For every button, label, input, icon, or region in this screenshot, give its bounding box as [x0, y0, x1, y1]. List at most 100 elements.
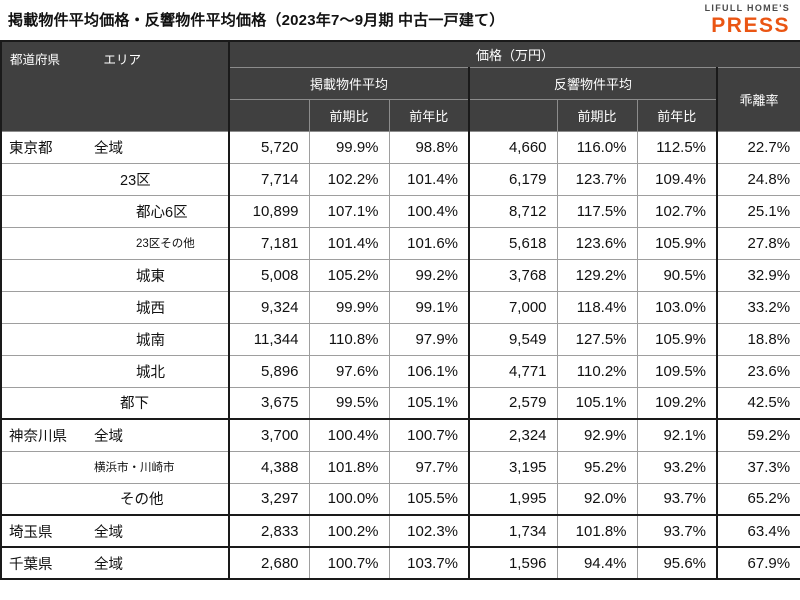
- cell-listing-avg: 3,700: [228, 418, 310, 452]
- cell-listing-yoy: 97.9%: [388, 322, 470, 356]
- header-inquiry-yoy: 前年比: [636, 98, 718, 132]
- table-row: 城西 9,324 99.9% 99.1% 7,000 118.4% 103.0%…: [0, 290, 800, 324]
- cell-listing-avg: 7,181: [228, 226, 310, 260]
- table-row: 横浜市・川崎市 4,388 101.8% 97.7% 3,195 95.2% 9…: [0, 450, 800, 484]
- logo-brand-text: LIFULL HOME'S: [704, 3, 790, 13]
- cell-prefecture: 東京都: [0, 130, 86, 164]
- cell-area: 全域: [85, 130, 230, 164]
- cell-inquiry-avg: 5,618: [468, 226, 558, 260]
- header-listing-spacer: [228, 98, 310, 132]
- cell-area: 城北: [85, 354, 230, 388]
- cell-listing-qoq: 110.8%: [308, 322, 390, 356]
- header-prefecture-area-cell: 都道府県 エリア: [0, 40, 230, 132]
- cell-listing-yoy: 102.3%: [388, 514, 470, 548]
- cell-inquiry-qoq: 123.6%: [556, 226, 638, 260]
- cell-listing-avg: 9,324: [228, 290, 310, 324]
- cell-listing-yoy: 97.7%: [388, 450, 470, 484]
- cell-area: 全域: [85, 514, 230, 548]
- cell-inquiry-qoq: 127.5%: [556, 322, 638, 356]
- cell-listing-qoq: 107.1%: [308, 194, 390, 228]
- cell-listing-yoy: 100.7%: [388, 418, 470, 452]
- header-prefecture: 都道府県: [10, 53, 61, 67]
- cell-inquiry-qoq: 110.2%: [556, 354, 638, 388]
- cell-gap-rate: 65.2%: [716, 482, 800, 516]
- table-row: 城北 5,896 97.6% 106.1% 4,771 110.2% 109.5…: [0, 354, 800, 388]
- cell-listing-yoy: 101.6%: [388, 226, 470, 260]
- header-listing-avg: 掲載物件平均: [228, 66, 470, 100]
- cell-area: その他: [85, 482, 230, 516]
- cell-prefecture: [0, 354, 86, 388]
- cell-inquiry-avg: 2,324: [468, 418, 558, 452]
- table-row: 城南 11,344 110.8% 97.9% 9,549 127.5% 105.…: [0, 322, 800, 356]
- cell-gap-rate: 42.5%: [716, 386, 800, 420]
- cell-prefecture: [0, 162, 86, 196]
- cell-listing-qoq: 99.9%: [308, 130, 390, 164]
- cell-inquiry-qoq: 116.0%: [556, 130, 638, 164]
- cell-inquiry-yoy: 112.5%: [636, 130, 718, 164]
- cell-gap-rate: 63.4%: [716, 514, 800, 548]
- cell-listing-avg: 2,833: [228, 514, 310, 548]
- cell-inquiry-yoy: 93.7%: [636, 482, 718, 516]
- cell-inquiry-avg: 3,768: [468, 258, 558, 292]
- cell-listing-qoq: 99.9%: [308, 290, 390, 324]
- cell-inquiry-avg: 4,660: [468, 130, 558, 164]
- cell-listing-avg: 5,720: [228, 130, 310, 164]
- cell-gap-rate: 27.8%: [716, 226, 800, 260]
- cell-gap-rate: 23.6%: [716, 354, 800, 388]
- cell-gap-rate: 24.8%: [716, 162, 800, 196]
- cell-inquiry-qoq: 105.1%: [556, 386, 638, 420]
- cell-listing-avg: 4,388: [228, 450, 310, 484]
- cell-prefecture: 埼玉県: [0, 514, 86, 548]
- cell-listing-yoy: 99.1%: [388, 290, 470, 324]
- cell-area: 都心6区: [85, 194, 230, 228]
- header-price-unit: 価格（万円）: [228, 40, 800, 68]
- cell-prefecture: [0, 226, 86, 260]
- cell-inquiry-qoq: 117.5%: [556, 194, 638, 228]
- header-listing-yoy: 前年比: [388, 98, 470, 132]
- cell-inquiry-yoy: 93.7%: [636, 514, 718, 548]
- cell-listing-yoy: 106.1%: [388, 354, 470, 388]
- header-gap-rate: 乖離率: [716, 66, 800, 132]
- cell-listing-yoy: 98.8%: [388, 130, 470, 164]
- cell-area: 全域: [85, 418, 230, 452]
- cell-inquiry-qoq: 129.2%: [556, 258, 638, 292]
- cell-prefecture: [0, 386, 86, 420]
- header-row-1: 都道府県 エリア 価格（万円）: [0, 40, 800, 132]
- cell-inquiry-avg: 7,000: [468, 290, 558, 324]
- cell-inquiry-qoq: 123.7%: [556, 162, 638, 196]
- cell-listing-qoq: 100.7%: [308, 546, 390, 580]
- table-row: 都下 3,675 99.5% 105.1% 2,579 105.1% 109.2…: [0, 386, 800, 420]
- cell-inquiry-avg: 1,596: [468, 546, 558, 580]
- logo-product-text: PRESS: [711, 14, 790, 37]
- cell-listing-yoy: 101.4%: [388, 162, 470, 196]
- header-inquiry-avg: 反響物件平均: [468, 66, 718, 100]
- cell-area: 23区: [85, 162, 230, 196]
- cell-inquiry-avg: 2,579: [468, 386, 558, 420]
- cell-inquiry-qoq: 92.9%: [556, 418, 638, 452]
- cell-gap-rate: 22.7%: [716, 130, 800, 164]
- cell-inquiry-qoq: 94.4%: [556, 546, 638, 580]
- topbar: 掲載物件平均価格・反響物件平均価格（2023年7〜9月期 中古一戸建て） LIF…: [0, 0, 800, 40]
- cell-listing-avg: 2,680: [228, 546, 310, 580]
- cell-listing-qoq: 99.5%: [308, 386, 390, 420]
- table-header: 都道府県 エリア 価格（万円） 掲載物件平均 反響物件平均 乖離率 前期比 前年…: [0, 40, 800, 132]
- cell-inquiry-yoy: 109.4%: [636, 162, 718, 196]
- cell-inquiry-yoy: 109.5%: [636, 354, 718, 388]
- header-inquiry-spacer: [468, 98, 558, 132]
- cell-inquiry-yoy: 92.1%: [636, 418, 718, 452]
- cell-listing-qoq: 102.2%: [308, 162, 390, 196]
- cell-inquiry-avg: 4,771: [468, 354, 558, 388]
- cell-listing-yoy: 99.2%: [388, 258, 470, 292]
- cell-inquiry-avg: 1,995: [468, 482, 558, 516]
- cell-area: 城東: [85, 258, 230, 292]
- cell-gap-rate: 67.9%: [716, 546, 800, 580]
- cell-gap-rate: 18.8%: [716, 322, 800, 356]
- cell-area: 23区その他: [85, 226, 230, 260]
- cell-prefecture: [0, 194, 86, 228]
- cell-listing-qoq: 100.0%: [308, 482, 390, 516]
- cell-inquiry-qoq: 101.8%: [556, 514, 638, 548]
- cell-inquiry-avg: 8,712: [468, 194, 558, 228]
- cell-listing-qoq: 100.4%: [308, 418, 390, 452]
- cell-inquiry-qoq: 92.0%: [556, 482, 638, 516]
- price-table: 都道府県 エリア 価格（万円） 掲載物件平均 反響物件平均 乖離率 前期比 前年…: [0, 40, 800, 580]
